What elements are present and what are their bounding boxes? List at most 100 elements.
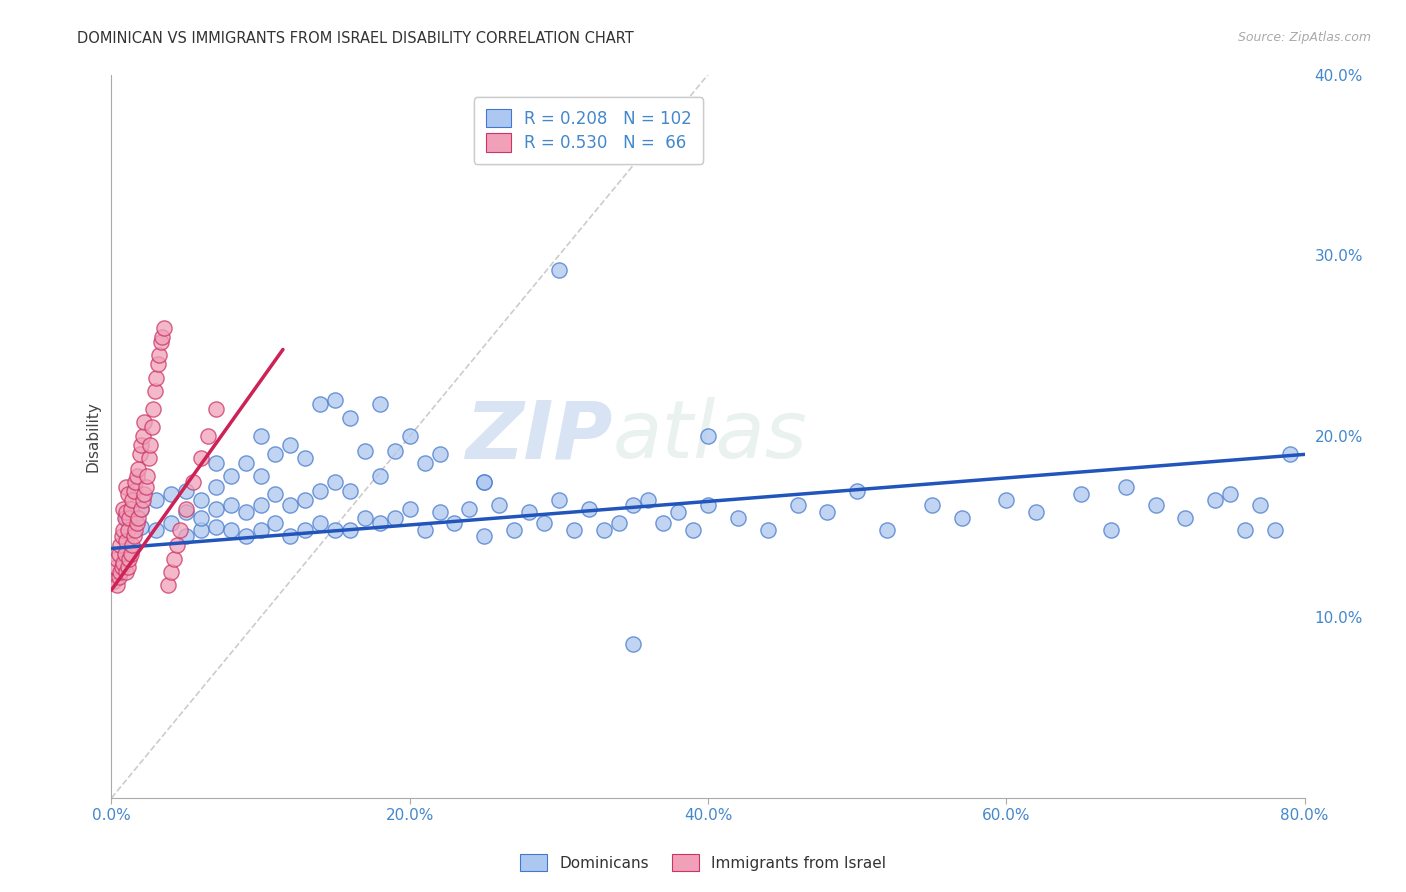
- Point: [368, 397, 391, 411]
- Point: [149, 335, 172, 350]
- Point: [384, 510, 406, 524]
- Point: [124, 524, 146, 538]
- Point: [117, 487, 139, 501]
- Point: [115, 534, 138, 549]
- Point: [103, 574, 125, 588]
- Point: [368, 516, 391, 530]
- Point: [115, 565, 138, 579]
- Point: [249, 498, 271, 512]
- Point: [323, 524, 346, 538]
- Point: [280, 529, 302, 543]
- Point: [145, 492, 167, 507]
- Point: [368, 469, 391, 483]
- Point: [1249, 498, 1271, 512]
- Point: [104, 559, 127, 574]
- Point: [339, 411, 361, 425]
- Point: [105, 577, 128, 591]
- Point: [1099, 524, 1122, 538]
- Point: [124, 475, 146, 489]
- Point: [398, 501, 420, 516]
- Point: [339, 483, 361, 498]
- Point: [1204, 492, 1226, 507]
- Point: [235, 457, 257, 471]
- Point: [204, 402, 226, 417]
- Legend: R = 0.208   N = 102, R = 0.530   N =  66: R = 0.208 N = 102, R = 0.530 N = 66: [474, 97, 703, 164]
- Point: [1115, 480, 1137, 494]
- Point: [309, 516, 332, 530]
- Point: [354, 510, 377, 524]
- Point: [112, 501, 135, 516]
- Point: [197, 429, 219, 443]
- Point: [110, 538, 132, 552]
- Point: [235, 529, 257, 543]
- Point: [112, 524, 135, 538]
- Point: [547, 263, 569, 277]
- Point: [280, 438, 302, 452]
- Point: [219, 498, 242, 512]
- Text: ZIP: ZIP: [465, 397, 613, 475]
- Legend: Dominicans, Immigrants from Israel: Dominicans, Immigrants from Israel: [513, 848, 893, 877]
- Point: [1174, 510, 1197, 524]
- Point: [143, 384, 166, 398]
- Point: [146, 357, 169, 371]
- Point: [121, 492, 143, 507]
- Point: [120, 501, 142, 516]
- Point: [134, 415, 156, 429]
- Point: [995, 492, 1018, 507]
- Point: [219, 469, 242, 483]
- Point: [160, 487, 183, 501]
- Point: [115, 510, 138, 524]
- Point: [607, 516, 630, 530]
- Text: Source: ZipAtlas.com: Source: ZipAtlas.com: [1237, 31, 1371, 45]
- Point: [323, 393, 346, 408]
- Text: DOMINICAN VS IMMIGRANTS FROM ISRAEL DISABILITY CORRELATION CHART: DOMINICAN VS IMMIGRANTS FROM ISRAEL DISA…: [77, 31, 634, 46]
- Point: [294, 524, 316, 538]
- Point: [815, 505, 838, 519]
- Point: [105, 552, 128, 566]
- Point: [190, 450, 212, 465]
- Point: [413, 457, 436, 471]
- Point: [1144, 498, 1167, 512]
- Point: [174, 501, 197, 516]
- Point: [204, 501, 226, 516]
- Point: [264, 487, 287, 501]
- Point: [1219, 487, 1241, 501]
- Point: [472, 475, 495, 489]
- Point: [1233, 524, 1256, 538]
- Point: [503, 524, 526, 538]
- Point: [145, 371, 167, 385]
- Point: [163, 552, 186, 566]
- Point: [174, 505, 197, 519]
- Point: [219, 524, 242, 538]
- Point: [294, 492, 316, 507]
- Point: [578, 501, 600, 516]
- Point: [157, 577, 180, 591]
- Point: [111, 559, 134, 574]
- Point: [129, 501, 152, 516]
- Point: [666, 505, 689, 519]
- Point: [117, 524, 139, 538]
- Point: [339, 524, 361, 538]
- Point: [114, 547, 136, 561]
- Point: [413, 524, 436, 538]
- Point: [166, 538, 188, 552]
- Point: [128, 447, 150, 461]
- Point: [152, 320, 174, 334]
- Point: [846, 483, 869, 498]
- Point: [148, 348, 170, 362]
- Point: [121, 538, 143, 552]
- Point: [190, 492, 212, 507]
- Point: [517, 505, 540, 519]
- Point: [139, 438, 162, 452]
- Point: [190, 510, 212, 524]
- Point: [110, 565, 132, 579]
- Point: [756, 524, 779, 538]
- Point: [309, 397, 332, 411]
- Point: [134, 487, 156, 501]
- Point: [204, 520, 226, 534]
- Point: [127, 462, 149, 476]
- Point: [727, 510, 749, 524]
- Point: [592, 524, 614, 538]
- Point: [1264, 524, 1286, 538]
- Point: [108, 570, 131, 584]
